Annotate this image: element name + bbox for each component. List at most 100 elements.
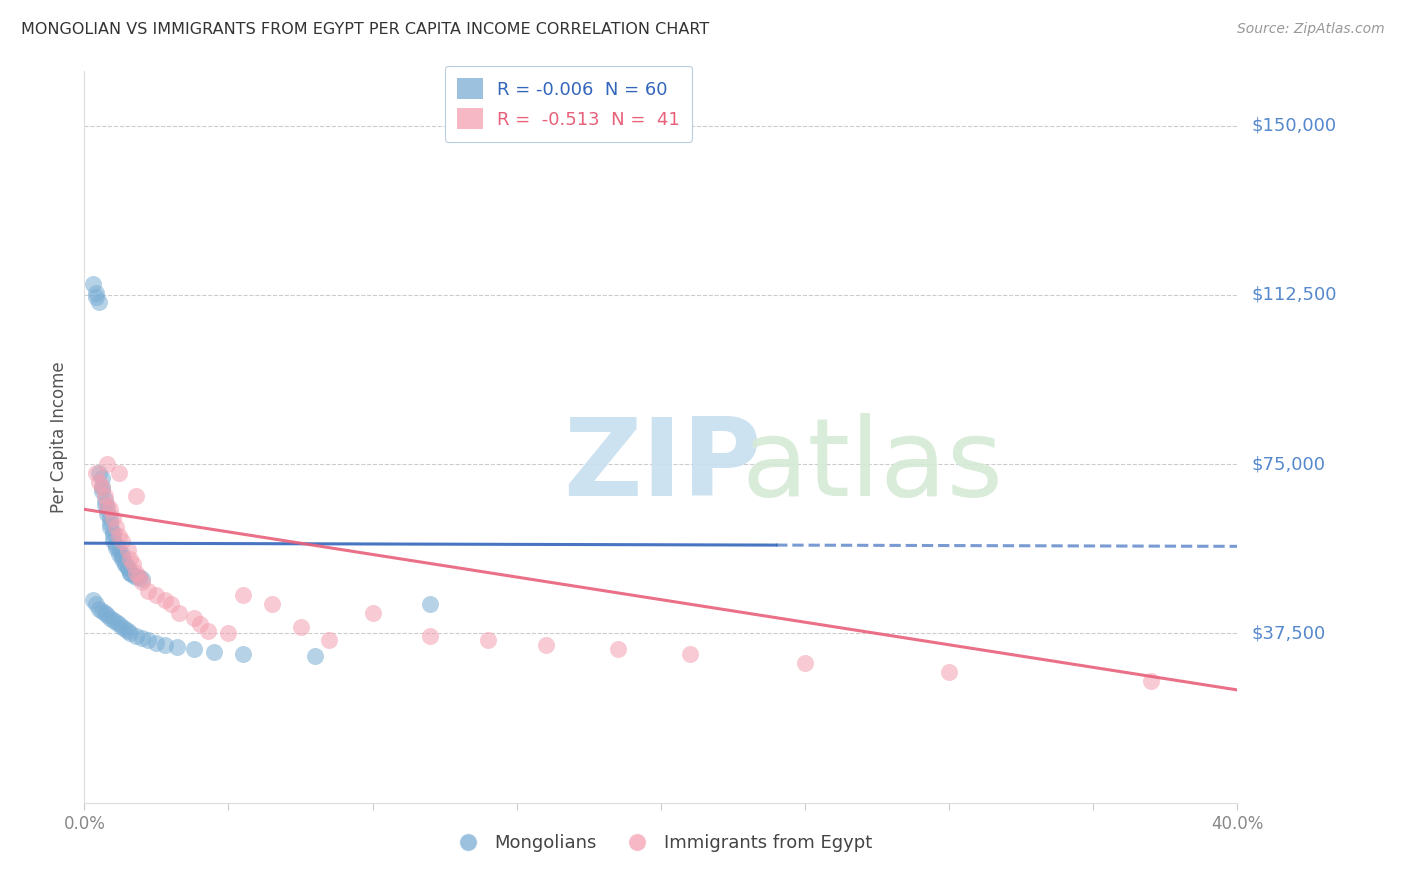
Point [120,566,142,580]
Point [90,604,112,618]
Point [120,552,142,566]
Point [938,665,960,679]
Point [90,480,112,494]
Point [105,615,128,630]
Point [96,507,118,521]
Point [136,633,159,648]
Point [87,475,110,490]
Text: Source: ZipAtlas.com: Source: ZipAtlas.com [1237,22,1385,37]
Point [82,277,104,291]
Point [108,466,131,480]
Text: $112,500: $112,500 [1251,285,1337,304]
Point [93,493,115,508]
Point [183,642,205,657]
Point [197,624,219,639]
Point [96,498,118,512]
Point [131,574,153,589]
Point [98,516,121,530]
Point [105,520,128,534]
Point [125,566,148,580]
Point [108,529,131,543]
Point [98,610,121,624]
Point [606,642,628,657]
Point [1140,673,1163,688]
Point [120,626,142,640]
Point [145,588,167,602]
Point [304,648,326,663]
Point [96,502,118,516]
Point [128,570,150,584]
Point [131,572,153,586]
Point [84,285,107,300]
Point [122,557,145,571]
Point [169,606,191,620]
Point [96,608,118,623]
Point [477,633,499,648]
Point [105,541,128,555]
Point [84,466,107,480]
Point [218,626,240,640]
Point [120,566,142,580]
Point [111,552,134,566]
Point [117,543,139,558]
Point [111,533,134,548]
Text: $37,500: $37,500 [1251,624,1326,642]
Point [103,613,124,627]
Point [98,520,121,534]
Point [117,624,139,639]
Point [103,524,124,539]
Point [90,480,112,494]
Point [108,543,131,558]
Point [419,629,441,643]
Text: ZIP: ZIP [562,413,761,519]
Point [361,606,384,620]
Text: $75,000: $75,000 [1251,455,1326,473]
Point [103,511,124,525]
Text: $150,000: $150,000 [1251,117,1336,135]
Point [679,647,702,661]
Point [90,484,112,499]
Point [131,631,153,645]
Point [125,570,148,584]
Point [232,647,254,661]
Point [84,597,107,611]
Point [105,538,128,552]
Point [96,457,118,471]
Point [188,617,211,632]
Point [232,588,254,602]
Y-axis label: Per Capita Income: Per Capita Income [51,361,69,513]
Point [103,529,124,543]
Point [114,557,136,571]
Point [166,640,188,654]
Point [84,290,107,304]
Point [98,511,121,525]
Point [419,597,441,611]
Point [128,570,150,584]
Point [114,622,136,636]
Point [145,635,167,649]
Point [122,567,145,582]
Point [260,597,283,611]
Point [534,638,557,652]
Point [87,294,110,309]
Point [111,548,134,562]
Point [111,549,134,564]
Point [290,620,312,634]
Point [90,471,112,485]
Point [117,561,139,575]
Point [93,489,115,503]
Point [111,620,134,634]
Point [125,489,148,503]
Point [153,638,176,652]
Point [153,592,176,607]
Point [160,597,183,611]
Point [114,557,136,571]
Point [136,583,159,598]
Point [98,502,121,516]
Point [318,633,340,648]
Point [794,656,817,670]
Point [117,561,139,575]
Point [103,533,124,548]
Point [87,466,110,480]
Point [108,617,131,632]
